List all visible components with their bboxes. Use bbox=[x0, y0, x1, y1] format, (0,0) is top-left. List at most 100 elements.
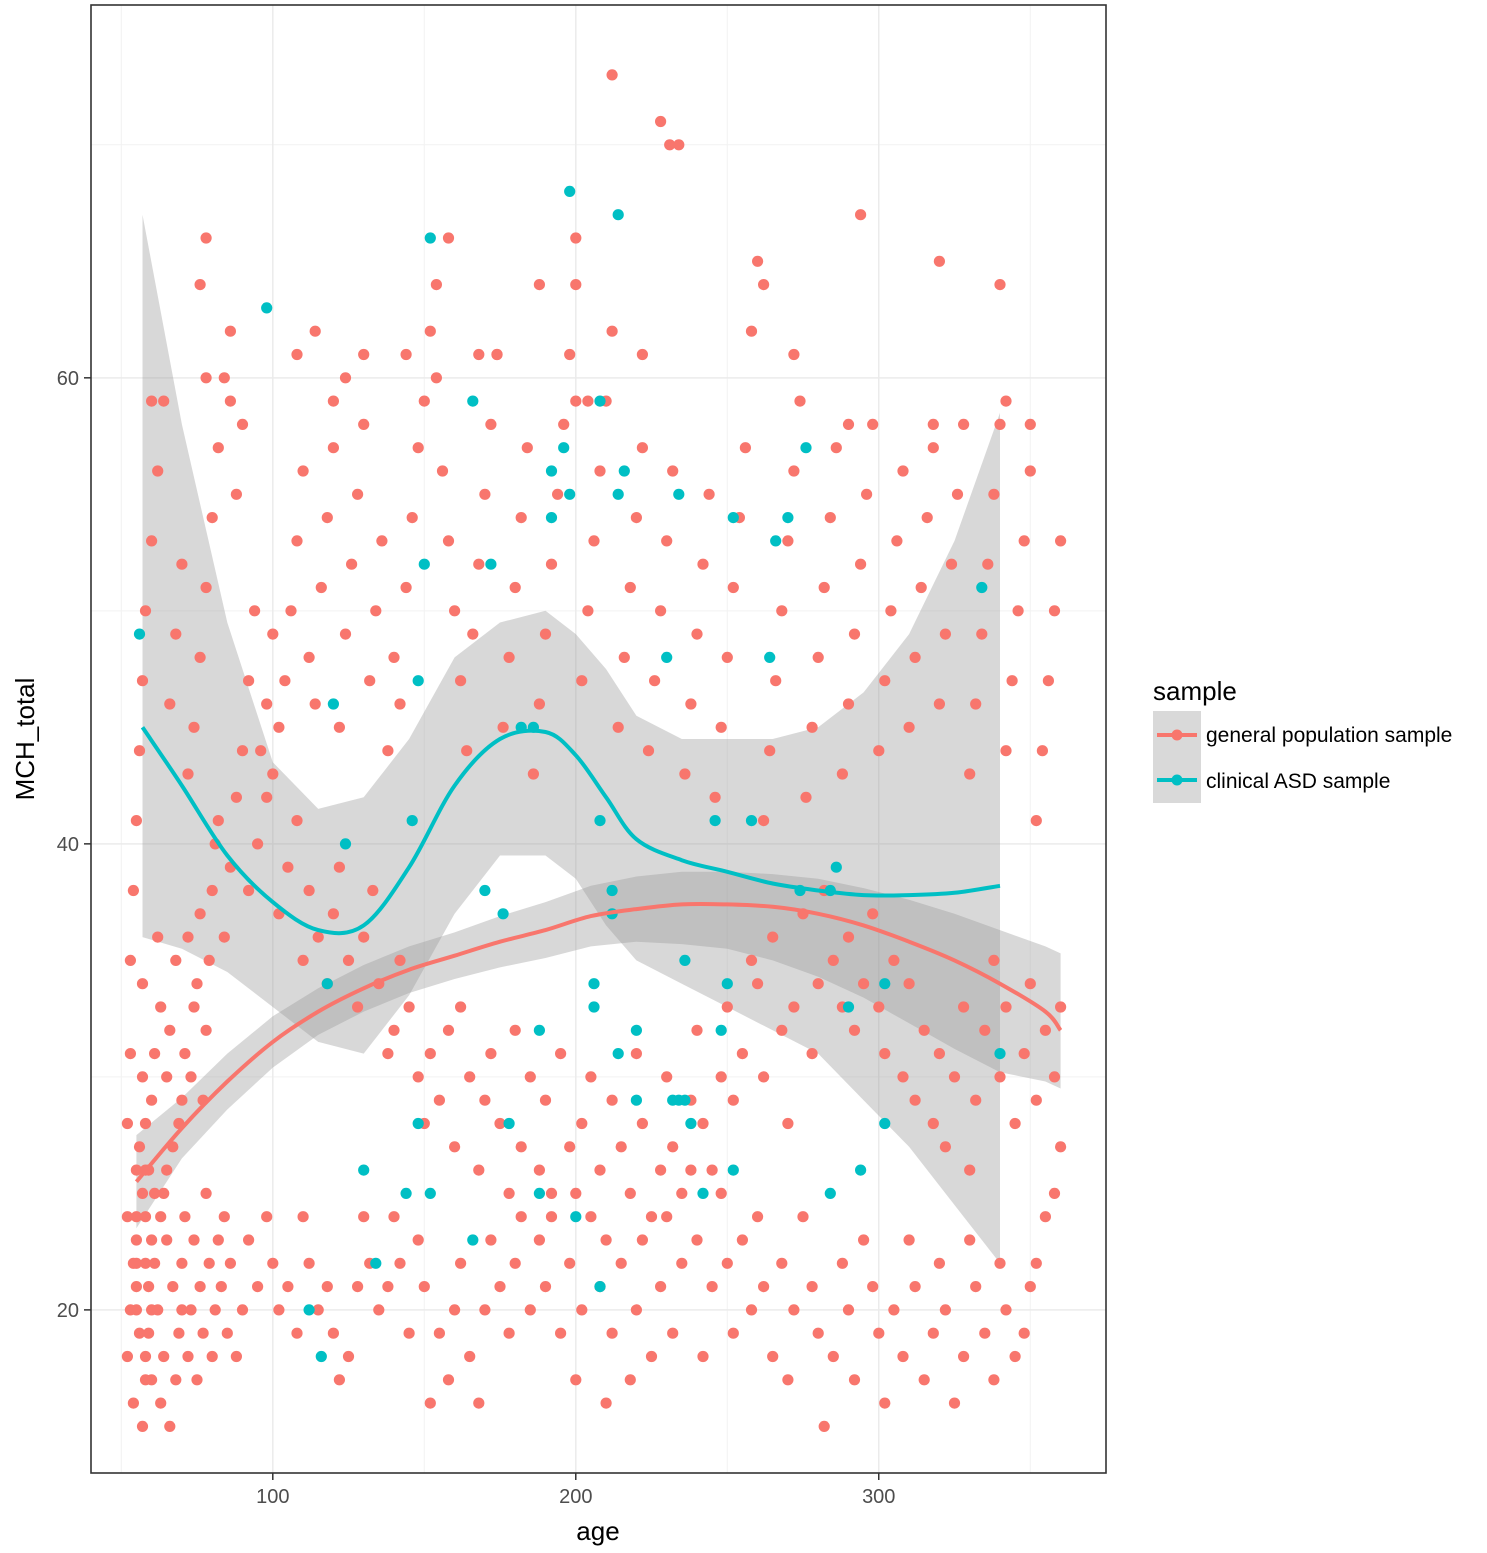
point-general-population bbox=[630, 1048, 643, 1060]
point-general-population bbox=[303, 1257, 315, 1269]
point-general-population bbox=[848, 628, 861, 640]
point-general-population bbox=[179, 1048, 191, 1060]
point-general-population bbox=[715, 721, 727, 733]
point-clinical-asd bbox=[497, 908, 509, 920]
point-general-population bbox=[879, 675, 891, 687]
point-general-population bbox=[424, 325, 436, 337]
point-clinical-asd bbox=[594, 815, 606, 827]
point-general-population bbox=[149, 1048, 161, 1060]
point-general-population bbox=[982, 558, 994, 570]
x-tick-label: 200 bbox=[559, 1486, 592, 1508]
point-general-population bbox=[706, 1281, 718, 1293]
point-general-population bbox=[312, 931, 324, 943]
point-general-population bbox=[243, 884, 255, 897]
point-general-population bbox=[509, 581, 521, 594]
point-general-population bbox=[655, 115, 667, 128]
point-general-population bbox=[442, 1374, 455, 1386]
point-general-population bbox=[909, 1094, 921, 1106]
smooth-line-general-population bbox=[134, 902, 1063, 1183]
point-general-population bbox=[1024, 1281, 1036, 1293]
point-general-population bbox=[130, 1281, 142, 1293]
point-general-population bbox=[515, 511, 527, 524]
point-general-population bbox=[588, 535, 600, 547]
point-general-population bbox=[124, 954, 136, 967]
point-general-population bbox=[164, 1420, 176, 1432]
point-general-population bbox=[667, 465, 679, 477]
point-general-population bbox=[200, 1187, 212, 1199]
point-general-population bbox=[676, 1257, 688, 1269]
point-general-population bbox=[479, 488, 491, 500]
point-general-population bbox=[461, 745, 473, 757]
point-general-population bbox=[146, 1234, 158, 1246]
point-general-population bbox=[515, 1141, 527, 1153]
point-general-population bbox=[200, 1024, 212, 1036]
point-general-population bbox=[197, 1327, 209, 1339]
point-general-population bbox=[691, 628, 703, 640]
legend: sample general population sample clinica… bbox=[1153, 676, 1452, 803]
point-general-population bbox=[697, 1117, 709, 1130]
point-general-population bbox=[679, 768, 691, 780]
point-general-population bbox=[939, 1304, 952, 1316]
point-general-population bbox=[1048, 605, 1061, 617]
point-general-population bbox=[570, 1374, 582, 1386]
point-clinical-asd bbox=[339, 838, 352, 850]
point-general-population bbox=[988, 1374, 1000, 1386]
point-general-population bbox=[570, 1187, 582, 1199]
point-general-population bbox=[570, 232, 582, 244]
point-general-population bbox=[121, 1350, 133, 1363]
point-general-population bbox=[745, 325, 758, 337]
point-clinical-asd bbox=[424, 1187, 436, 1199]
point-general-population bbox=[206, 1350, 218, 1363]
point-general-population bbox=[570, 279, 582, 291]
point-general-population bbox=[297, 465, 309, 477]
point-general-population bbox=[509, 1024, 521, 1036]
point-general-population bbox=[1048, 1187, 1061, 1199]
point-general-population bbox=[279, 675, 291, 687]
point-general-population bbox=[691, 1234, 703, 1246]
point-general-population bbox=[358, 931, 370, 943]
point-general-population bbox=[909, 1281, 921, 1293]
point-clinical-asd bbox=[533, 1024, 546, 1036]
point-clinical-asd bbox=[994, 1048, 1006, 1060]
point-general-population bbox=[309, 325, 321, 337]
point-general-population bbox=[1018, 1048, 1030, 1060]
point-general-population bbox=[358, 418, 370, 430]
point-general-population bbox=[1009, 1350, 1021, 1363]
point-clinical-asd bbox=[424, 232, 436, 244]
point-general-population bbox=[636, 442, 649, 454]
point-general-population bbox=[394, 1257, 406, 1269]
point-general-population bbox=[624, 1374, 636, 1386]
point-general-population bbox=[358, 348, 370, 361]
point-general-population bbox=[352, 1001, 364, 1013]
point-general-population bbox=[455, 1257, 467, 1269]
point-clinical-asd bbox=[879, 978, 891, 990]
point-clinical-asd bbox=[727, 511, 739, 524]
point-clinical-asd bbox=[564, 488, 576, 500]
point-general-population bbox=[194, 279, 206, 291]
point-clinical-asd bbox=[855, 1164, 867, 1176]
point-general-population bbox=[179, 1211, 191, 1223]
point-general-population bbox=[124, 1048, 136, 1060]
point-general-population bbox=[752, 978, 764, 990]
point-general-population bbox=[388, 1211, 400, 1223]
point-general-population bbox=[624, 1187, 636, 1199]
point-general-population bbox=[373, 1304, 385, 1316]
point-general-population bbox=[203, 1257, 215, 1269]
point-general-population bbox=[191, 978, 203, 990]
point-clinical-asd bbox=[315, 1350, 327, 1363]
point-general-population bbox=[994, 418, 1006, 430]
point-general-population bbox=[224, 325, 236, 337]
point-clinical-asd bbox=[697, 1187, 709, 1199]
point-clinical-asd bbox=[679, 954, 691, 967]
point-general-population bbox=[836, 1257, 849, 1269]
point-general-population bbox=[212, 442, 224, 454]
point-general-population bbox=[503, 1327, 515, 1339]
point-general-population bbox=[224, 395, 236, 407]
point-general-population bbox=[503, 1187, 515, 1199]
point-general-population bbox=[291, 1327, 303, 1339]
point-general-population bbox=[194, 1281, 206, 1293]
point-general-population bbox=[261, 791, 273, 803]
point-general-population bbox=[442, 535, 455, 547]
point-clinical-asd bbox=[479, 884, 491, 897]
